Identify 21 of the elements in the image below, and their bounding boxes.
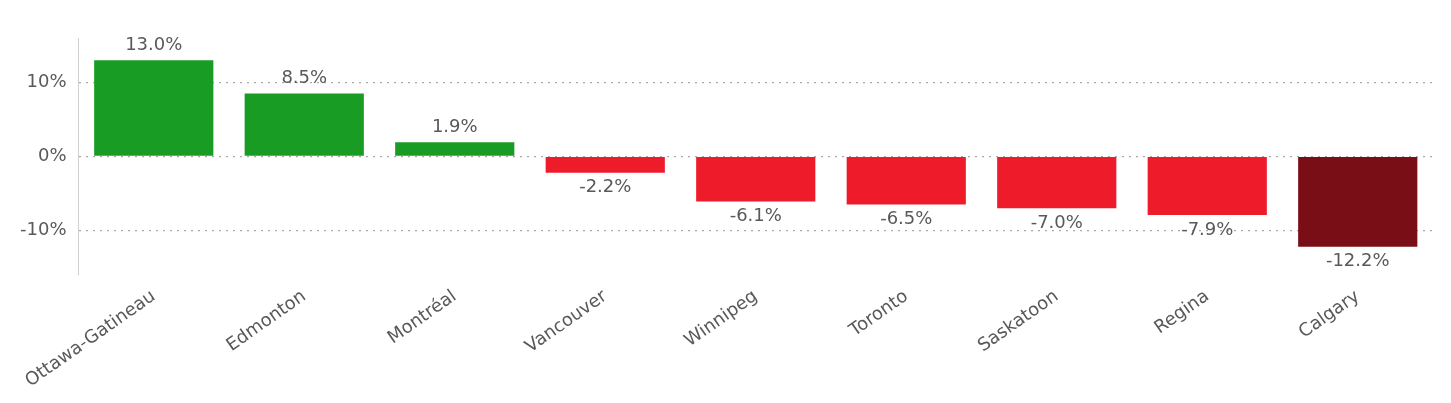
bar [997, 157, 1117, 209]
y-tick-label: -10% [19, 218, 67, 240]
data-label: -2.2% [579, 175, 632, 197]
bar [846, 157, 966, 205]
bar [1147, 157, 1267, 215]
bar [1298, 157, 1418, 247]
data-label: -6.5% [880, 207, 933, 229]
data-label: 13.0% [125, 32, 183, 54]
data-label: 1.9% [431, 115, 478, 137]
data-label: -6.1% [729, 204, 782, 226]
bar [94, 60, 214, 156]
data-label: -12.2% [1325, 249, 1390, 271]
data-label: -7.9% [1181, 217, 1234, 239]
bar [395, 142, 515, 156]
bar [696, 157, 816, 202]
y-tick-label: 0% [37, 144, 67, 166]
bar [244, 93, 364, 156]
bar [545, 157, 665, 173]
y-tick-label: 10% [26, 70, 67, 92]
data-label: 8.5% [281, 66, 328, 88]
data-label: -7.0% [1030, 210, 1083, 232]
